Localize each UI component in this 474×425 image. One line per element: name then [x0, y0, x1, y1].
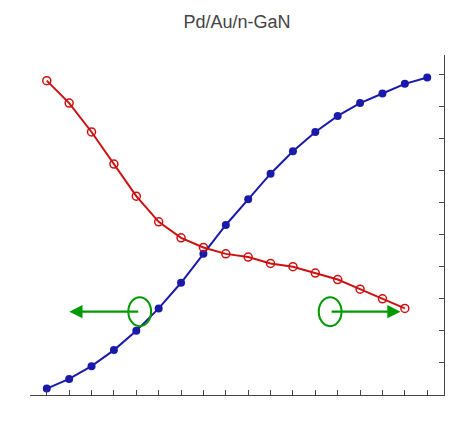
- svg-text:Pd/Au/n-GaN: Pd/Au/n-GaN: [183, 12, 290, 32]
